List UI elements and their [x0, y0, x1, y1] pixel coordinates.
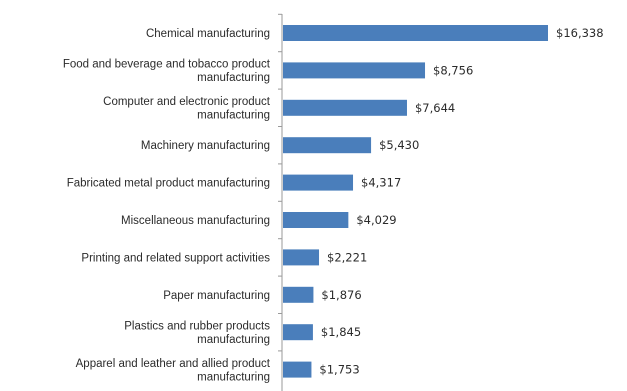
data-label: $2,221: [327, 250, 367, 264]
bar: [283, 286, 314, 303]
category-label-line: manufacturing: [197, 371, 270, 383]
category-label: Computer and electronic product manufactu…: [103, 96, 271, 122]
data-label: $5,430: [379, 138, 419, 152]
category-label-line: Computer and electronic product: [103, 96, 271, 108]
data-label: $1,845: [321, 325, 361, 339]
category-label: Printing and related support activities: [81, 252, 270, 264]
bar: [283, 25, 548, 41]
bar: [283, 99, 407, 116]
bar: [283, 212, 349, 228]
data-label: $4,029: [356, 213, 396, 227]
category-label-line: manufacturing: [197, 334, 270, 346]
bar: [283, 174, 354, 191]
bar: [283, 249, 320, 266]
data-label: $7,644: [415, 101, 455, 115]
category-label-line: manufacturing: [197, 110, 270, 122]
category-label-line: Plastics and rubber products: [124, 320, 270, 332]
category-label-line: manufacturing: [197, 72, 270, 84]
bar: [283, 361, 312, 378]
category-label: Apparel and leather and allied product ma…: [76, 358, 271, 384]
category-label-line: Miscellaneous manufacturing: [121, 215, 270, 227]
category-label: Machinery manufacturing: [141, 140, 270, 152]
category-label-line: Apparel and leather and allied product: [76, 358, 271, 370]
category-label-line: Machinery manufacturing: [141, 140, 270, 152]
data-label: $1,876: [321, 288, 361, 302]
category-label-line: Printing and related support activities: [81, 252, 270, 264]
bar: [283, 62, 426, 79]
category-label-line: Food and beverage and tobacco product: [63, 59, 271, 71]
category-label-line: Fabricated metal product manufacturing: [67, 178, 270, 190]
category-label: Plastics and rubber products manufacturin…: [124, 320, 270, 346]
data-label: $8,756: [433, 63, 473, 77]
data-label: $16,338: [556, 26, 604, 40]
category-label: Food and beverage and tobacco product man…: [63, 59, 271, 85]
category-label: Chemical manufacturing: [146, 28, 270, 40]
bar: [283, 137, 372, 154]
category-label-line: Chemical manufacturing: [146, 28, 270, 40]
category-label: Paper manufacturing: [163, 290, 270, 302]
category-label: Miscellaneous manufacturing: [121, 215, 270, 227]
category-label: Fabricated metal product manufacturing: [67, 178, 270, 190]
data-label: $1,753: [319, 363, 359, 377]
data-label: $4,317: [361, 176, 401, 190]
bar: [283, 324, 313, 341]
category-label-line: Paper manufacturing: [163, 290, 270, 302]
